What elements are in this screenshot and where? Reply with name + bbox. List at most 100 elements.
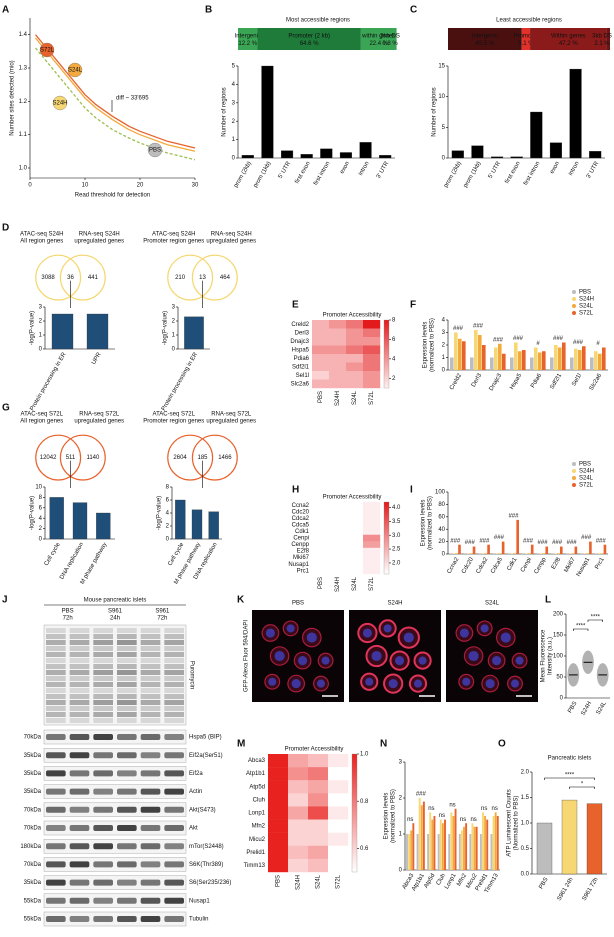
y-tick-label: 0 — [172, 347, 176, 353]
heat-cell — [268, 845, 289, 860]
heat-cell — [312, 554, 330, 562]
smear — [46, 634, 66, 639]
heat-cell — [308, 780, 329, 794]
colorbar-label: 4.0 — [392, 505, 401, 511]
bar — [494, 347, 498, 370]
significance-label: ### — [581, 535, 592, 541]
x-tick-label: Prc1 — [594, 556, 606, 570]
blot-panel — [43, 893, 187, 908]
bar — [492, 816, 495, 870]
bar — [458, 338, 462, 370]
y-tick-label: 6 — [166, 498, 170, 504]
heat-cell — [346, 354, 364, 363]
heat-cell — [328, 780, 349, 794]
bar — [528, 553, 531, 554]
smear — [117, 700, 137, 705]
heat-cell — [363, 528, 381, 535]
heat-cell — [308, 793, 329, 807]
smear — [93, 676, 113, 681]
row-label: Cdc20 — [292, 509, 310, 515]
bar — [598, 353, 602, 370]
image-title: S24L — [485, 601, 500, 607]
bar — [583, 553, 586, 554]
significance-bracket — [569, 786, 595, 789]
x-tick-label: Protein processing in ER — [161, 351, 200, 412]
heat-cell — [268, 780, 289, 794]
column-label: S24L — [352, 390, 358, 405]
heat-cell — [363, 362, 381, 372]
bar — [554, 345, 558, 370]
bar — [418, 798, 421, 870]
significance-label: ns — [492, 806, 498, 812]
y-tick-label: 4 — [442, 318, 446, 324]
segment — [448, 28, 522, 50]
bar — [582, 346, 586, 370]
bar — [487, 544, 490, 554]
y-axis-label: Expression levels — [421, 500, 427, 547]
bar — [410, 830, 413, 870]
annotation: diff ~ 33'695 — [116, 96, 149, 102]
band — [164, 897, 184, 904]
mw-label: 35kDa — [24, 753, 42, 759]
band — [93, 879, 113, 886]
bar — [603, 544, 607, 554]
row-label: Puromycin — [188, 661, 194, 689]
row-label: Derl3 — [295, 330, 310, 336]
heat-cell — [363, 560, 381, 568]
smear — [93, 634, 113, 639]
bar — [597, 553, 601, 554]
bar — [571, 553, 575, 554]
bar — [300, 154, 313, 159]
heat-cell — [363, 371, 381, 380]
significance-label: ### — [494, 535, 505, 541]
bar — [433, 816, 436, 870]
x-tick-label: intron — [568, 161, 581, 177]
smear — [46, 694, 66, 699]
bar — [470, 357, 474, 370]
legend-label: PBS — [579, 290, 591, 296]
row-label: Abca3 — [248, 758, 266, 764]
smear — [69, 670, 90, 675]
bar — [539, 553, 543, 554]
heat-cell — [363, 328, 381, 338]
smear — [117, 712, 137, 717]
bar — [469, 553, 473, 554]
smear — [164, 694, 184, 699]
bar — [481, 553, 485, 554]
sample-icon-label: PBS — [149, 148, 161, 154]
x-tick-label: Nusap1 — [576, 556, 592, 577]
smear — [93, 706, 113, 711]
bar — [493, 553, 496, 554]
row-label: Cdk1 — [295, 529, 310, 535]
bar — [184, 316, 204, 350]
row-label: Creld2 — [291, 322, 309, 328]
y-tick-label: 2 — [232, 119, 236, 125]
smear — [93, 646, 113, 651]
smear — [140, 664, 161, 669]
significance-label: ### — [567, 540, 578, 546]
row-label: Nusap1 — [288, 562, 309, 568]
smear — [93, 670, 113, 675]
bar — [574, 546, 578, 554]
smear — [140, 718, 161, 723]
heat-cell — [346, 521, 364, 529]
heat-cell — [363, 354, 381, 363]
x-tick-label: Ccna2 — [447, 556, 461, 575]
set-label: RNA-seq S72L — [79, 412, 120, 418]
column-label: S24H — [335, 391, 341, 406]
y-tick-label: 15 — [438, 64, 445, 70]
lane-time: 24h — [110, 616, 120, 622]
heat-cell — [288, 754, 309, 768]
panel-letter: C — [410, 5, 417, 16]
smear — [117, 664, 137, 669]
heat-cell — [308, 819, 329, 833]
mw-label: 35kDa — [24, 771, 42, 777]
image-axis-label: GFP-Alexa Fluor 594/DAPI — [244, 620, 250, 692]
significance-label: ### — [479, 538, 490, 544]
colorbar-label: 0.6 — [360, 846, 369, 852]
y-tick-label: 3 — [172, 305, 176, 311]
heat-cell — [308, 767, 329, 781]
x-tick-label: Cell cycle — [44, 541, 62, 567]
smear — [140, 658, 161, 663]
